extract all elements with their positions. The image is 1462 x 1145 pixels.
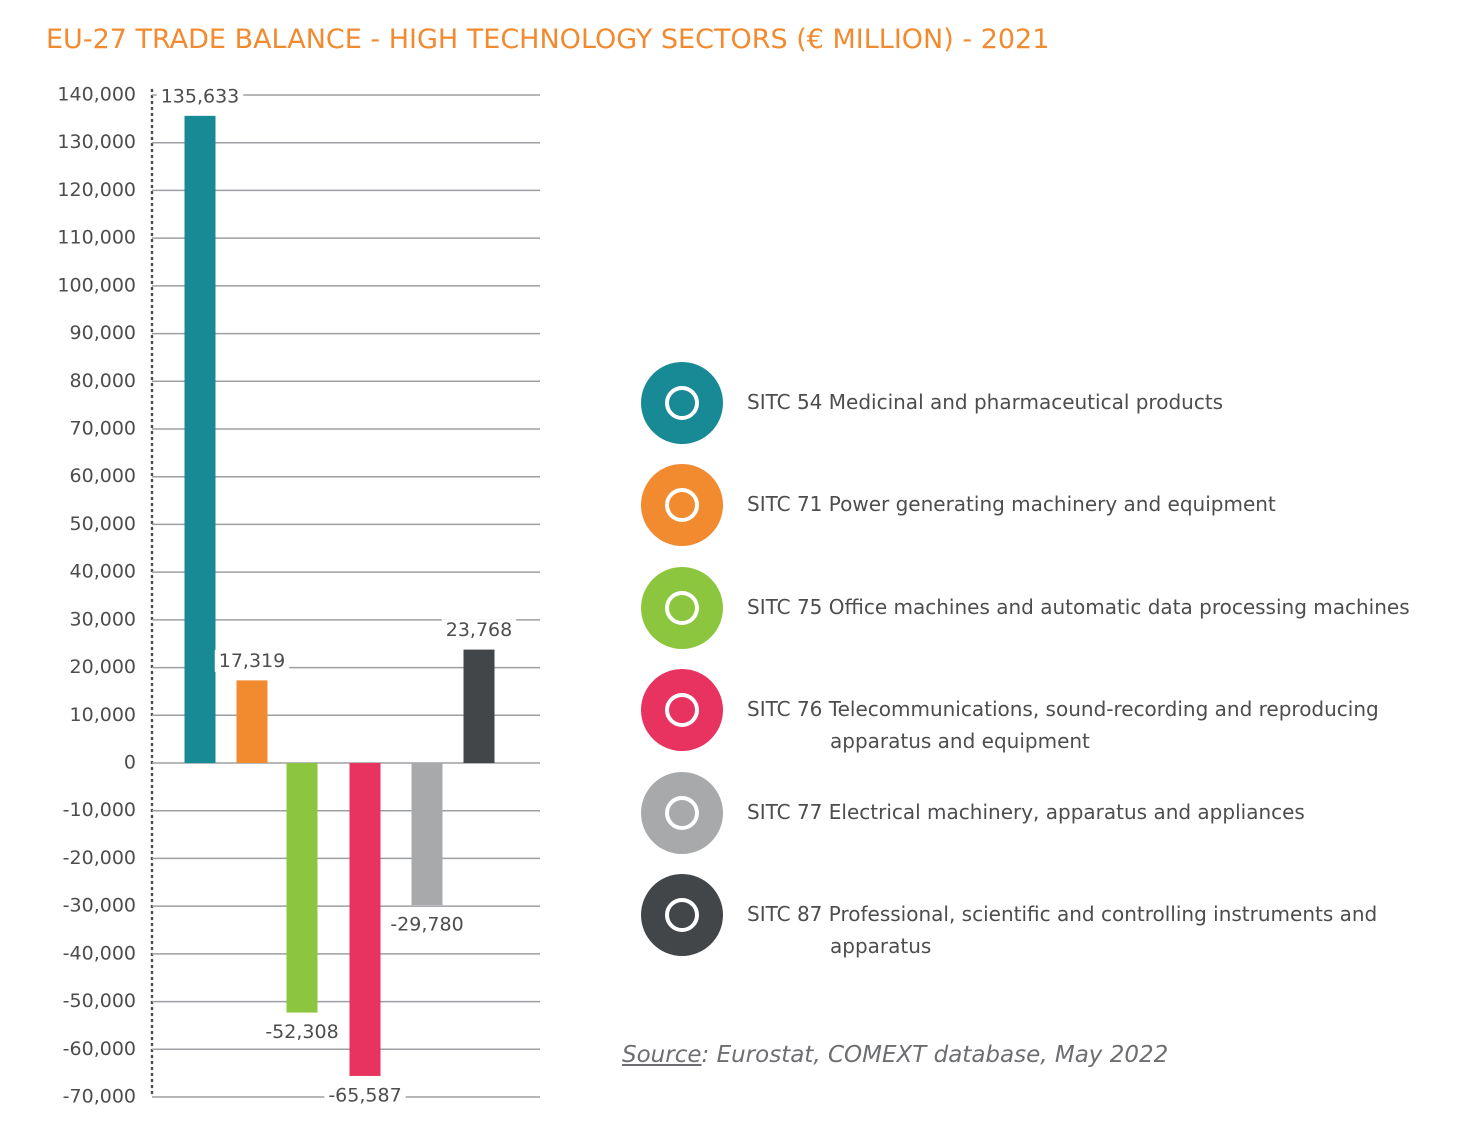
bar [184, 115, 216, 763]
y-tick-label: 70,000 [70, 418, 136, 440]
value-label-bg [214, 649, 290, 672]
legend-entry: SITC 54 Medicinal and pharmaceutical pro… [747, 390, 1224, 414]
bar [349, 763, 381, 1076]
y-tick-label: 80,000 [70, 370, 136, 392]
y-tick-label: 60,000 [70, 465, 136, 487]
y-tick-label: 90,000 [70, 322, 136, 344]
value-label: 135,633 [161, 85, 240, 107]
legend-icon-glyph [665, 386, 699, 420]
legend-entry: SITC 71 Power generating machinery and e… [747, 492, 1276, 516]
legend-icon [641, 567, 723, 649]
y-tick-label: 110,000 [57, 227, 136, 249]
y-tick-label: -50,000 [63, 990, 136, 1012]
legend-icon-glyph [665, 693, 699, 727]
value-label: -29,780 [390, 914, 463, 936]
value-label: 23,768 [446, 619, 512, 641]
legend-icon [641, 362, 723, 444]
value-label-bg [156, 85, 244, 108]
y-tick-label: 120,000 [57, 179, 136, 201]
y-tick-label: 100,000 [57, 274, 136, 296]
bar [236, 680, 268, 763]
y-tick-label: -60,000 [63, 1038, 136, 1060]
source-label: Source [622, 1042, 702, 1068]
value-label: -52,308 [265, 1021, 338, 1043]
chart-title: EU-27 TRADE BALANCE - HIGH TECHNOLOGY SE… [46, 24, 1050, 55]
legend-entry: SITC 75 Office machines and automatic da… [747, 595, 1410, 619]
legend-icon [641, 464, 723, 546]
legend-icon-glyph [665, 898, 699, 932]
legend-icon-glyph [665, 591, 699, 625]
legend-icon-glyph [665, 796, 699, 830]
source: Source: Eurostat, COMEXT database, May 2… [622, 1042, 1168, 1068]
legend-icon [641, 874, 723, 956]
y-tick-label: 0 [124, 752, 136, 774]
legend-icon-glyph [665, 488, 699, 522]
legend-icon [641, 669, 723, 751]
y-tick-label: -40,000 [63, 942, 136, 964]
value-label-bg [324, 1084, 406, 1107]
legend-entry: SITC 76 Telecommunications, sound-record… [747, 697, 1379, 753]
y-tick-label: 10,000 [70, 704, 136, 726]
bar [463, 649, 495, 763]
source-text: : Eurostat, COMEXT database, May 2022 [701, 1042, 1169, 1068]
y-tick-label: 40,000 [70, 561, 136, 583]
legend-icon [641, 772, 723, 854]
y-tick-label: 30,000 [70, 608, 136, 630]
y-tick-label: -30,000 [63, 895, 136, 917]
y-tick-label: -10,000 [63, 799, 136, 821]
y-tick-label: 140,000 [57, 84, 136, 106]
bar [411, 763, 443, 906]
value-label: -65,587 [328, 1084, 401, 1106]
value-label: 17,319 [219, 650, 285, 672]
legend-entry: SITC 77 Electrical machinery, apparatus … [747, 800, 1305, 824]
y-tick-label: 20,000 [70, 656, 136, 678]
y-tick-label: -20,000 [63, 847, 136, 869]
y-tick-label: -70,000 [63, 1086, 136, 1108]
value-label-bg [261, 1021, 343, 1044]
value-label-bg [441, 619, 517, 642]
legend-entry: SITC 87 Professional, scientific and con… [747, 902, 1378, 958]
y-tick-label: 130,000 [57, 131, 136, 153]
value-label-bg [386, 913, 468, 936]
bar [286, 763, 318, 1013]
y-tick-label: 50,000 [70, 513, 136, 535]
